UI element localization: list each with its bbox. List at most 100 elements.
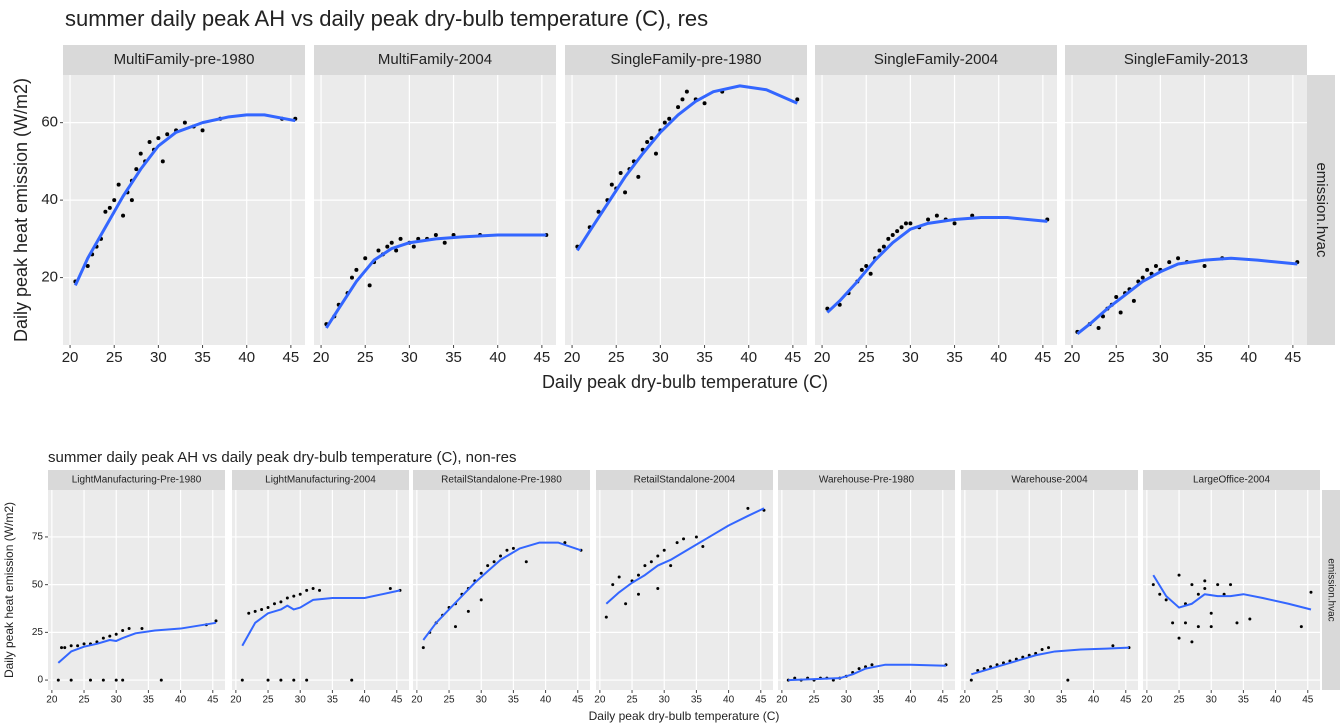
point [107, 205, 112, 210]
point [680, 97, 685, 102]
point [1164, 598, 1168, 602]
point [1040, 648, 1044, 652]
point [159, 678, 163, 682]
panel-background [596, 490, 773, 690]
x-tick-label: 45 [785, 349, 802, 366]
x-tick-label: 45 [1302, 695, 1314, 706]
point [376, 248, 381, 253]
point [305, 588, 309, 592]
point [653, 151, 658, 156]
point [1190, 583, 1194, 587]
point [624, 602, 628, 606]
strip-label: MultiFamily-pre-1980 [114, 51, 255, 68]
smooth-line [1076, 256, 1298, 335]
smooth-line [605, 507, 765, 605]
point [1209, 625, 1213, 629]
point [1158, 592, 1162, 596]
point [101, 636, 105, 640]
point [385, 244, 390, 249]
point [292, 678, 296, 682]
point [147, 140, 152, 145]
point [895, 229, 900, 234]
x-tick-label: 45 [937, 695, 949, 706]
y-tick-label: 0 [37, 675, 43, 686]
x-tick-label: 25 [1173, 695, 1185, 706]
point [694, 535, 698, 539]
smooth-line [241, 589, 401, 647]
x-tick-label: 30 [659, 695, 671, 706]
point [240, 678, 244, 682]
x-tick-label: 45 [755, 695, 767, 706]
point [1203, 579, 1207, 583]
x-axis-title: Daily peak dry-bulb temperature (C) [589, 709, 780, 723]
x-tick-label: 40 [175, 695, 187, 706]
strip-label: RetailStandalone-2004 [634, 475, 736, 486]
point [1222, 592, 1226, 596]
x-tick-label: 20 [594, 695, 606, 706]
point [596, 209, 601, 214]
point [60, 646, 64, 650]
point [311, 586, 315, 590]
point [702, 101, 707, 106]
point [623, 190, 628, 195]
panel-background [1065, 75, 1307, 345]
point [121, 213, 126, 218]
point [305, 678, 309, 682]
point [88, 678, 92, 682]
strip [48, 470, 225, 490]
point [643, 564, 647, 568]
point [363, 256, 368, 261]
point [649, 136, 654, 141]
point [1047, 646, 1051, 650]
point [350, 678, 354, 682]
point [1140, 275, 1145, 280]
point [857, 667, 861, 671]
strip-label: LightManufacturing-2004 [265, 475, 376, 486]
point [433, 232, 438, 237]
smooth-line [325, 233, 547, 329]
x-tick-label: 20 [230, 695, 242, 706]
x-tick-label: 35 [194, 349, 211, 366]
x-tick-label: 40 [1088, 695, 1100, 706]
x-tick-label: 25 [262, 695, 274, 706]
point [952, 221, 957, 226]
point [795, 97, 800, 102]
y-tick-label: 50 [32, 579, 44, 590]
x-tick-label: 20 [411, 695, 423, 706]
point [266, 606, 270, 610]
x-tick-label: 35 [873, 695, 885, 706]
point [563, 541, 567, 545]
point [421, 646, 425, 650]
x-tick-label: 20 [564, 349, 581, 366]
point [453, 625, 457, 629]
point [859, 267, 864, 272]
point [165, 132, 170, 137]
strip [1065, 45, 1307, 75]
point [1248, 617, 1252, 621]
x-tick-label: 25 [626, 695, 638, 706]
point [279, 600, 283, 604]
point [1111, 644, 1115, 648]
point [182, 120, 187, 125]
point [1203, 586, 1207, 590]
strip-label: SingleFamily-2013 [1124, 51, 1248, 68]
x-tick-label: 30 [1206, 695, 1218, 706]
point [656, 586, 660, 590]
x-tick-label: 25 [1108, 349, 1125, 366]
y-tick-label: 75 [32, 532, 44, 543]
point [138, 151, 143, 156]
point [260, 607, 264, 611]
point [1196, 625, 1200, 629]
point [682, 537, 686, 541]
panel-background [48, 490, 225, 690]
point [524, 560, 528, 564]
point [1196, 592, 1200, 596]
smooth-line [826, 216, 1048, 314]
point [200, 128, 205, 133]
smooth-line [788, 663, 947, 682]
chart-title: summer daily peak AH vs daily peak dry-b… [48, 449, 517, 466]
point [645, 140, 650, 145]
point [1145, 267, 1150, 272]
point [908, 221, 913, 226]
